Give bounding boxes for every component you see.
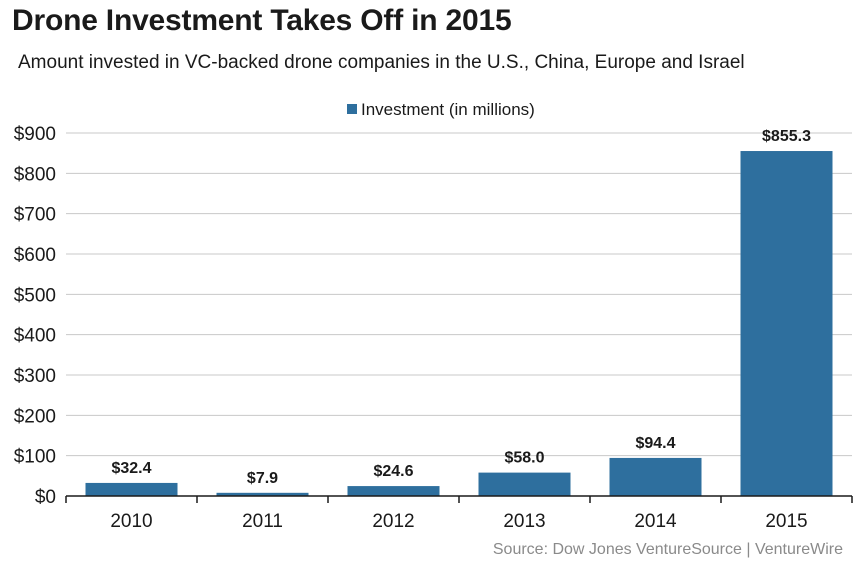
legend-label: Investment (in millions) bbox=[361, 100, 535, 119]
y-tick-label: $500 bbox=[14, 285, 56, 306]
y-tick-label: $600 bbox=[14, 245, 56, 266]
y-tick-label: $700 bbox=[14, 205, 56, 226]
data-label: $855.3 bbox=[762, 128, 811, 145]
bar bbox=[740, 151, 833, 497]
x-axis-tick-labels: 2010 2011 2012 2013 2014 2015 bbox=[110, 511, 807, 532]
y-axis-tick-labels: $0 $100 $200 $300 $400 $500 $600 $700 $800 $900 bbox=[14, 124, 56, 508]
y-tick-label: $900 bbox=[14, 124, 56, 145]
chart-title: Drone Investment Takes Off in 2015 bbox=[12, 4, 512, 37]
y-tick-label: $300 bbox=[14, 366, 56, 387]
legend: Investment (in millions) bbox=[347, 100, 535, 119]
x-tick-label: 2011 bbox=[242, 511, 283, 532]
data-label: $24.6 bbox=[373, 463, 413, 480]
bar bbox=[609, 457, 702, 496]
y-tick-label: $200 bbox=[14, 406, 56, 427]
data-label: $94.4 bbox=[635, 435, 675, 452]
data-label: $32.4 bbox=[111, 460, 151, 477]
y-tick-label: $800 bbox=[14, 164, 56, 185]
bar bbox=[216, 492, 309, 496]
bar bbox=[347, 486, 440, 496]
x-axis bbox=[65, 495, 853, 503]
x-tick-label: 2012 bbox=[372, 511, 414, 532]
bars bbox=[85, 151, 833, 497]
data-label: $58.0 bbox=[504, 450, 544, 467]
y-tick-label: $0 bbox=[35, 487, 56, 508]
y-tick-label: $100 bbox=[14, 447, 56, 468]
bar bbox=[85, 482, 178, 496]
x-tick-label: 2014 bbox=[634, 511, 677, 532]
legend-swatch bbox=[347, 104, 357, 114]
y-tick-label: $400 bbox=[14, 326, 56, 347]
x-tick-label: 2015 bbox=[765, 511, 807, 532]
bar bbox=[478, 472, 571, 496]
x-tick-label: 2010 bbox=[110, 511, 152, 532]
x-tick-label: 2013 bbox=[503, 511, 545, 532]
source-note: Source: Dow Jones VentureSource | Ventur… bbox=[492, 541, 843, 558]
chart-subtitle: Amount invested in VC-backed drone compa… bbox=[18, 52, 745, 73]
data-label: $7.9 bbox=[247, 470, 278, 487]
gridlines bbox=[66, 132, 852, 457]
data-labels: $32.4 $7.9 $24.6 $58.0 $94.4 $855.3 bbox=[111, 128, 811, 487]
